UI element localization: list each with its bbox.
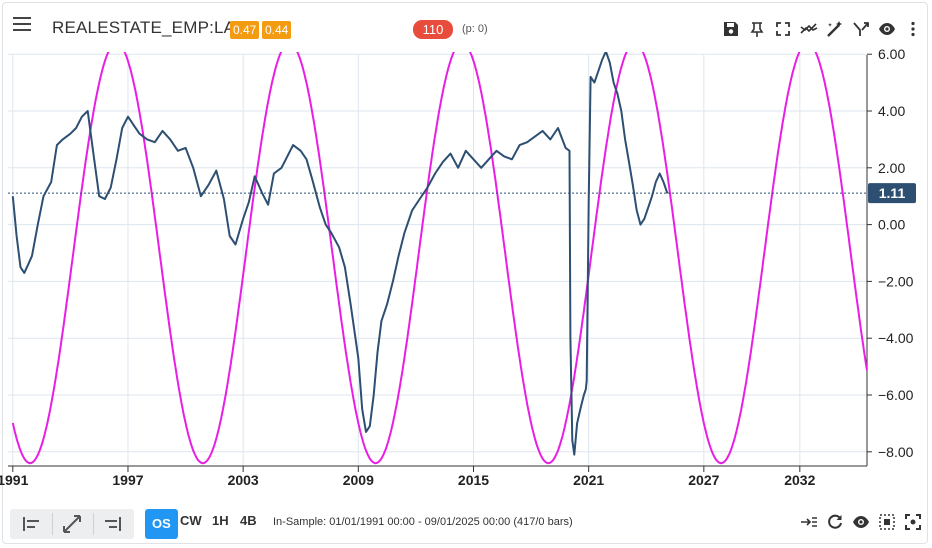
metric-badge-2: 0.44 bbox=[262, 21, 292, 39]
view-button-group bbox=[10, 509, 134, 539]
timeframe-1h[interactable]: 1H bbox=[212, 513, 229, 528]
p-value-label: (p: 0) bbox=[462, 23, 488, 35]
sample-range-text: In-Sample: 01/01/1991 00:00 - 09/01/2025… bbox=[273, 516, 573, 528]
save-icon[interactable] bbox=[722, 20, 740, 38]
merge-icon[interactable] bbox=[852, 20, 870, 38]
chart-title: REALESTATE_EMP:LARS bbox=[52, 18, 260, 37]
focus-icon[interactable] bbox=[904, 513, 922, 531]
y-tick-label: −4.00 bbox=[878, 330, 914, 346]
pin-icon[interactable] bbox=[748, 20, 766, 38]
expand-icon[interactable] bbox=[52, 509, 92, 539]
x-tick-label: 2021 bbox=[573, 472, 604, 488]
x-tick-label: 2032 bbox=[784, 472, 815, 488]
x-tick-label: 2003 bbox=[228, 472, 259, 488]
chart[interactable]: 6.00 4.00 2.00 0.00 −2.00 −4.00 −6.00 −8.00 199… bbox=[0, 0, 932, 500]
x-tick-label: 2027 bbox=[688, 472, 719, 488]
y-tick-label: −8.00 bbox=[878, 444, 914, 460]
y-tick-label: 2.00 bbox=[878, 160, 905, 176]
timeframe-os[interactable]: OS bbox=[145, 509, 178, 539]
visibility-eye-icon[interactable] bbox=[852, 513, 870, 531]
x-axis: 1991 1997 2003 2009 2015 2021 2027 2032 bbox=[0, 466, 816, 488]
data-series-line bbox=[11, 52, 669, 456]
y-tick-label: −2.00 bbox=[878, 273, 914, 289]
count-badge[interactable]: 110 bbox=[413, 20, 453, 39]
more-vertical-icon[interactable] bbox=[904, 20, 922, 38]
fullscreen-icon[interactable] bbox=[774, 20, 792, 38]
series-group bbox=[11, 52, 867, 465]
x-tick-label: 2009 bbox=[343, 472, 374, 488]
grid bbox=[8, 53, 867, 466]
y-tick-label: −6.00 bbox=[878, 387, 914, 403]
header: REALESTATE_EMP:LARS 0.47 0.44 110 (p: 0) bbox=[0, 0, 932, 50]
collapse-right-icon[interactable] bbox=[800, 513, 818, 531]
timeframe-cw[interactable]: CW bbox=[180, 513, 202, 528]
eye-icon[interactable] bbox=[878, 20, 896, 38]
x-tick-label: 2015 bbox=[458, 472, 489, 488]
bottom-toolbar: OS CW 1H 4B In-Sample: 01/01/1991 00:00 … bbox=[0, 505, 932, 545]
y-tick-label: 4.00 bbox=[878, 103, 905, 119]
x-tick-label: 1991 bbox=[0, 472, 29, 488]
align-right-icon[interactable] bbox=[93, 509, 133, 539]
x-tick-label: 1997 bbox=[112, 472, 143, 488]
metric-badge-1: 0.47 bbox=[230, 21, 260, 39]
forecast-sine-line bbox=[11, 52, 867, 465]
y-tick-label: 6.00 bbox=[878, 46, 905, 62]
trend-icon[interactable] bbox=[800, 20, 818, 38]
magic-wand-icon[interactable] bbox=[826, 20, 844, 38]
y-tick-label: 0.00 bbox=[878, 217, 905, 233]
hamburger-menu-icon[interactable] bbox=[13, 17, 31, 31]
select-region-icon[interactable] bbox=[878, 513, 896, 531]
refresh-icon[interactable] bbox=[826, 513, 844, 531]
timeframe-4b[interactable]: 4B bbox=[240, 513, 257, 528]
y-axis: 6.00 4.00 2.00 0.00 −2.00 −4.00 −6.00 −8.00 bbox=[867, 46, 914, 460]
current-value-marker: 1.11 bbox=[8, 183, 916, 204]
current-value-label: 1.11 bbox=[879, 185, 906, 201]
current-value-tag bbox=[868, 183, 916, 204]
align-left-icon[interactable] bbox=[11, 509, 51, 539]
